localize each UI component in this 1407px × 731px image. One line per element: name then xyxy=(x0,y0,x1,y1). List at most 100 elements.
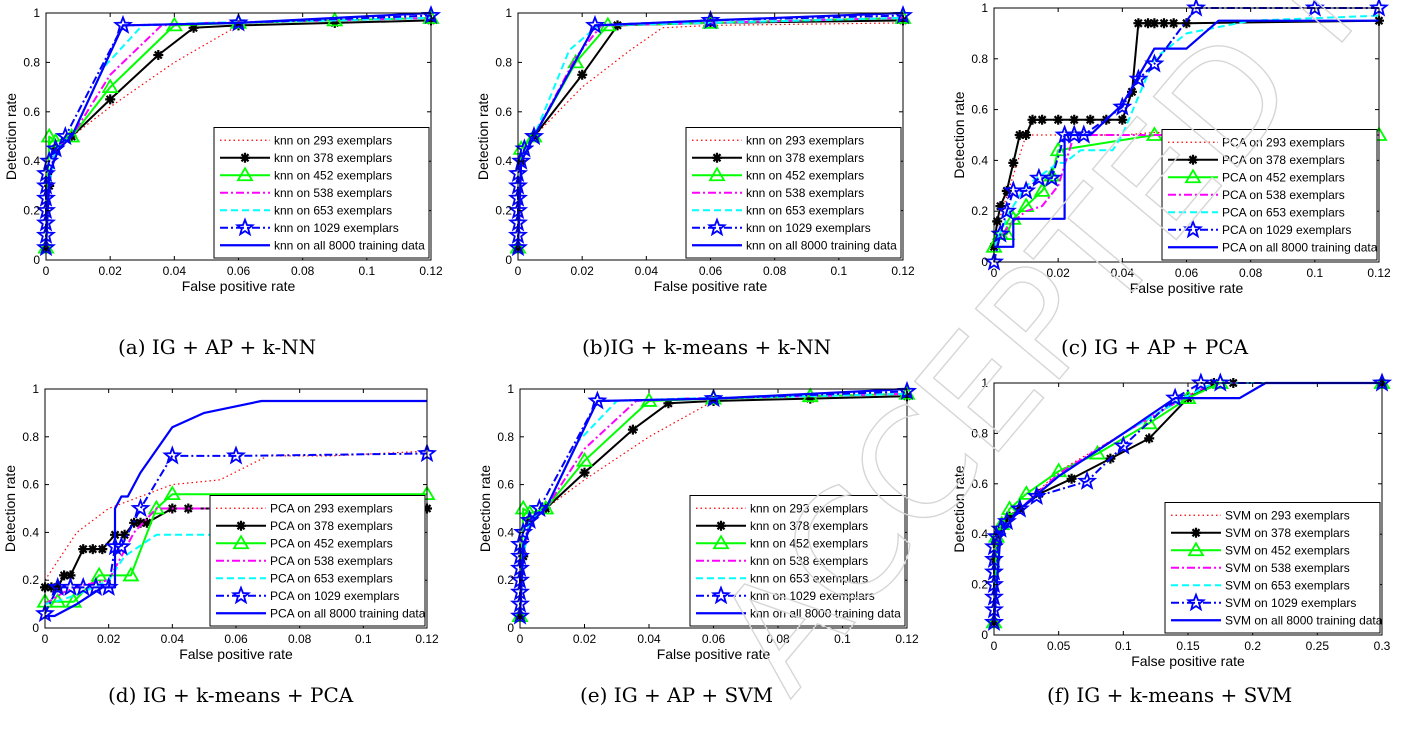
y-tick-label: 0.2 xyxy=(495,204,512,218)
legend-entry: knn on 452 exemplars xyxy=(750,536,868,550)
data-point-marker xyxy=(65,570,76,581)
data-point-marker xyxy=(703,388,724,408)
data-point-marker xyxy=(1144,53,1165,73)
legend: knn on 293 exemplars knn on 378 exemplars… xyxy=(689,495,906,627)
x-tick-label: 0.12 xyxy=(1367,266,1391,280)
series-line xyxy=(45,399,427,618)
data-point-marker xyxy=(1069,114,1080,125)
y-tick-label: 0 xyxy=(32,621,39,635)
data-point-marker xyxy=(1053,114,1064,125)
data-point-marker xyxy=(52,582,63,593)
y-tick-label: 0.8 xyxy=(495,55,512,69)
data-point-marker xyxy=(990,223,1011,243)
x-tick-label: 0.08 xyxy=(763,264,787,278)
x-axis-label: False positive rate xyxy=(182,278,296,294)
data-point-marker xyxy=(1210,372,1231,392)
y-tick-label: 0.6 xyxy=(495,105,512,119)
data-point-marker xyxy=(521,504,539,520)
data-point-marker xyxy=(525,127,543,143)
legend-entry: knn on 378 exemplars xyxy=(274,151,392,165)
legend-box xyxy=(213,127,430,259)
data-point-marker xyxy=(1037,114,1048,125)
data-point-marker xyxy=(153,50,164,60)
legend-entry: knn on 293 exemplars xyxy=(746,133,864,147)
x-tick-label: 0.02 xyxy=(1046,266,1070,280)
data-point-marker xyxy=(59,570,70,581)
legend-entry: knn on 293 exemplars xyxy=(274,133,392,147)
y-tick-label: 1 xyxy=(981,376,988,390)
x-tick-label: 0.1 xyxy=(1115,639,1132,653)
data-point-marker xyxy=(90,566,108,582)
x-tick-label: 0 xyxy=(991,266,998,280)
legend-entry: SVM on 378 exemplars xyxy=(1225,526,1350,540)
legend-entry: knn on all 8000 training data xyxy=(746,238,897,252)
x-tick-label: 0.08 xyxy=(288,632,312,646)
chart-panel-0: 0 0.02 0.04 0.06 0.08 0.1 0.12 0 0.2 0.4 0.6 0.8 1 Fa… xyxy=(3,4,443,294)
data-point-marker xyxy=(1149,18,1160,29)
legend-marker xyxy=(230,585,252,605)
y-tick-label: 1 xyxy=(505,6,512,20)
data-point-marker xyxy=(1133,18,1144,29)
y-axis-label: Detection rate xyxy=(951,465,967,552)
caption-d: (d) IG + k-means + PCA xyxy=(108,683,354,707)
data-point-marker xyxy=(567,53,585,69)
legend-entry: PCA on 452 exemplars xyxy=(1222,170,1345,184)
legend: knn on 293 exemplars knn on 378 exemplars… xyxy=(685,127,902,259)
y-tick-label: 0 xyxy=(505,253,512,267)
data-point-marker xyxy=(1066,473,1077,484)
x-tick-label: 0 xyxy=(515,264,522,278)
legend-entry: SVM on 653 exemplars xyxy=(1225,578,1350,592)
data-point-marker xyxy=(1017,485,1035,500)
data-point-marker xyxy=(163,485,181,501)
data-point-marker xyxy=(135,517,146,528)
x-tick-label: 0.1 xyxy=(830,264,847,278)
y-tick-label: 0.8 xyxy=(22,430,39,444)
data-point-marker xyxy=(1140,414,1158,430)
y-tick-label: 0 xyxy=(507,621,514,635)
legend-marker xyxy=(1191,527,1201,538)
data-point-marker xyxy=(1077,470,1098,490)
caption-c: (c) IG + AP + PCA xyxy=(1061,335,1249,359)
x-tick-label: 0.06 xyxy=(1175,266,1199,280)
y-tick-label: 0.2 xyxy=(971,204,988,218)
y-axis-label: Detection rate xyxy=(2,465,18,552)
x-axis-label: False positive rate xyxy=(1130,280,1244,296)
legend-box xyxy=(689,495,906,627)
x-tick-label: 0.04 xyxy=(161,632,185,646)
series-line xyxy=(44,533,427,606)
legend-entry: knn on 538 exemplars xyxy=(746,186,864,200)
data-point-marker xyxy=(1112,96,1133,116)
y-tick-label: 0 xyxy=(33,253,40,267)
data-point-marker xyxy=(130,497,151,518)
legend-entry: PCA on 378 exemplars xyxy=(270,519,393,533)
data-point-marker xyxy=(627,424,638,435)
x-tick-label: 0.02 xyxy=(97,632,121,646)
legend-entry: PCA on 1029 exemplars xyxy=(270,589,399,603)
legend-marker xyxy=(710,585,732,605)
legend-entry: knn on 452 exemplars xyxy=(274,168,392,182)
legend-entry: knn on 378 exemplars xyxy=(750,519,868,533)
data-point-marker xyxy=(63,127,81,143)
series-line xyxy=(45,16,432,248)
data-point-marker xyxy=(1027,114,1038,125)
data-point-marker xyxy=(55,125,76,146)
series-line xyxy=(992,381,1382,623)
legend-entry: knn on all 8000 training data xyxy=(750,606,901,620)
x-tick-label: 0.12 xyxy=(895,632,919,646)
y-tick-label: 0 xyxy=(981,255,988,269)
legend-entry: PCA on 653 exemplars xyxy=(270,571,393,585)
data-point-marker xyxy=(1033,182,1051,197)
data-point-marker xyxy=(579,467,590,478)
y-tick-label: 0.6 xyxy=(23,105,40,119)
y-tick-label: 0.4 xyxy=(22,525,39,539)
series-line xyxy=(516,11,904,248)
legend-marker xyxy=(236,166,254,182)
x-tick-label: 0.08 xyxy=(291,264,315,278)
data-point-marker xyxy=(1026,485,1047,505)
data-point-marker xyxy=(1168,18,1179,29)
x-axis-label: False positive rate xyxy=(657,646,771,662)
legend-marker xyxy=(712,534,730,550)
data-point-marker xyxy=(1085,114,1096,125)
data-point-marker xyxy=(577,69,588,80)
